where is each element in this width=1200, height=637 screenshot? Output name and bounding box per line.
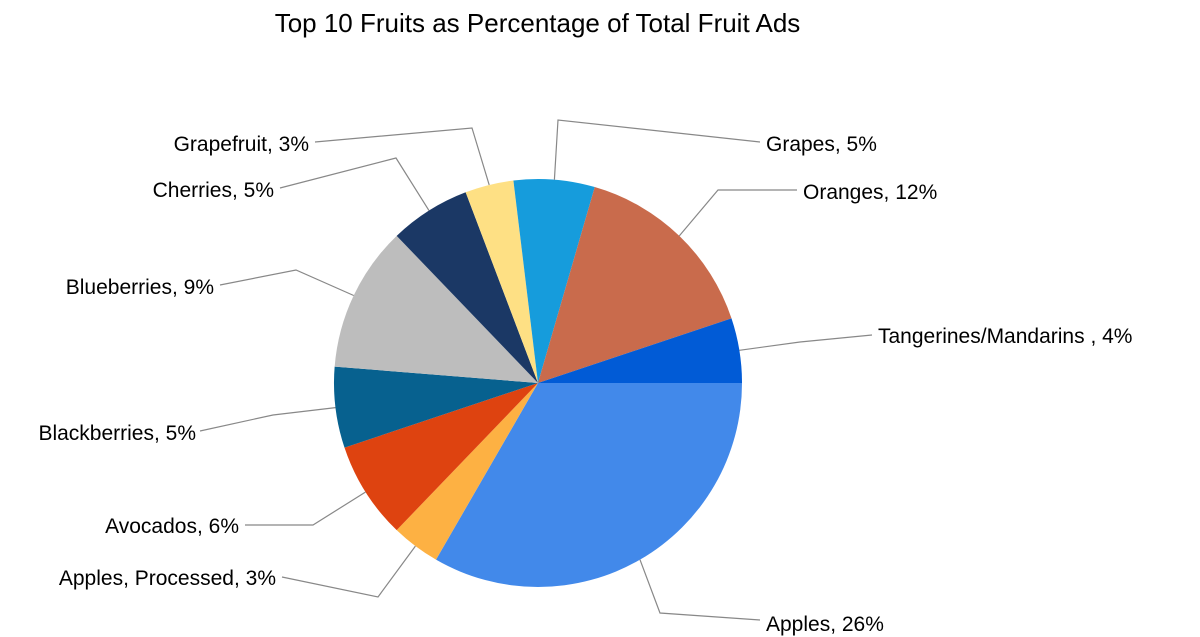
leader-lines [199, 119, 873, 621]
leader-line-cherries [279, 157, 430, 211]
slice-label-apples-processed: Apples, Processed, 3% [59, 567, 276, 590]
pie-slice-blackberries [333, 366, 538, 448]
slice-label-grapefruit: Grapefruit, 3% [174, 133, 309, 156]
slice-label-oranges: Oranges, 12% [803, 181, 937, 204]
leader-line-oranges [678, 189, 797, 237]
pie-slice-cherries [396, 192, 538, 383]
leader-line-blackberries [199, 407, 336, 432]
slice-label-blackberries: Blackberries, 5% [38, 422, 196, 445]
leader-line-apples-processed [281, 545, 416, 598]
slice-label-cherries: Cherries, 5% [153, 179, 274, 202]
pie-slice-apples [436, 383, 742, 588]
slice-labels: Apples, 26% Apples, Processed, 3% Avocados… [38, 133, 1132, 636]
pie-slice-oranges [538, 187, 732, 383]
pie-slices [333, 179, 742, 588]
slice-label-apples: Apples, 26% [766, 613, 884, 636]
leader-line-apples [639, 559, 761, 621]
slice-label-tangerines-mandarins: Tangerines/Mandarins , 4% [878, 325, 1132, 348]
leader-line-tangerines-mandarins [739, 334, 873, 351]
pie-slice-apples-processed [396, 383, 538, 560]
slice-label-grapes: Grapes, 5% [766, 133, 877, 156]
leader-line-blueberries [219, 269, 354, 297]
pie-slice-avocados [344, 383, 538, 531]
pie-slice-grapefruit [465, 180, 538, 383]
slice-label-blueberries: Blueberries, 9% [66, 276, 214, 299]
pie-slice-tangerines-mandarins [538, 318, 742, 383]
chart-title: Top 10 Fruits as Percentage of Total Fru… [274, 8, 801, 38]
leader-line-grapefruit [314, 127, 490, 186]
pie-slice-blueberries [334, 235, 538, 383]
leader-line-grapes [553, 119, 761, 180]
slice-label-avocados: Avocados, 6% [105, 515, 239, 538]
pie-slice-grapes [513, 179, 595, 383]
leader-line-avocados [245, 491, 366, 526]
